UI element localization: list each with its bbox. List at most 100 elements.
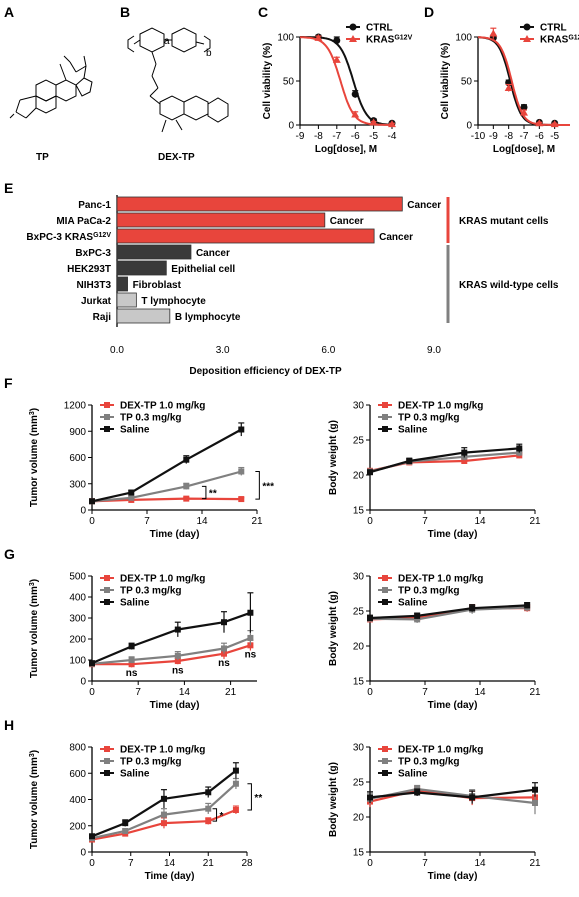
bar-data-label: Cancer [196, 248, 230, 259]
x-tick-label: 3.0 [216, 345, 230, 356]
data-point [333, 37, 341, 45]
x-axis-title: Log[dose], M [315, 144, 377, 155]
legend-marker [349, 23, 357, 31]
x-tick-label: -9 [296, 131, 305, 142]
x-tick-label: -8 [314, 131, 323, 142]
data-point [89, 660, 95, 667]
x-tick-label: 7 [135, 687, 141, 698]
y-tick-label: 15 [353, 506, 365, 517]
ns-annotation: ns [126, 668, 138, 679]
bar [116, 244, 192, 260]
y-tick-label: 20 [353, 813, 365, 824]
data-point [414, 612, 421, 619]
x-tick-label: 21 [529, 687, 541, 698]
data-point [332, 55, 341, 63]
legend-marker [523, 23, 531, 31]
tp-structure-drawing [9, 55, 93, 119]
y-axis-title: Cell viability (%) [262, 43, 273, 120]
panel-label-e: E [4, 180, 13, 196]
x-tick-label: 7 [422, 858, 428, 869]
x-tick-label: -5 [550, 131, 559, 142]
legend-label: Saline [120, 769, 150, 780]
data-point [367, 469, 373, 476]
data-point [183, 456, 190, 463]
data-point [535, 119, 544, 127]
y-tick-label: 30 [353, 572, 365, 583]
panel-f-tumor-volume-chart: 0 300 600 900 1200 0 7 14 21 Time (day) Tumor volu… [29, 401, 275, 541]
panel-e-deposition-bar-chart: Panc-1 Cancer MIA PaCa-2 Cancer BxPC-3 KRASG… [26, 195, 559, 377]
x-tick-label: 14 [179, 687, 191, 698]
data-point [238, 426, 245, 433]
y-tick-label: 600 [69, 453, 86, 464]
x-tick-label: 21 [225, 687, 237, 698]
data-point [160, 811, 167, 818]
data-point [247, 609, 254, 616]
y-tick-label: 100 [455, 33, 472, 44]
x-tick-label: -6 [351, 131, 360, 142]
data-point [461, 458, 468, 464]
y-axis-title: Tumor volume (mm3) [29, 579, 41, 678]
x-tick-label: 14 [474, 858, 486, 869]
data-point [461, 449, 468, 456]
data-point [367, 615, 373, 621]
x-tick-label: 0.0 [110, 345, 124, 356]
significance-bracket [212, 808, 218, 822]
data-point [205, 805, 212, 812]
y-tick-label: 0 [288, 121, 294, 132]
bar [116, 228, 375, 244]
data-point [89, 833, 95, 840]
y-tick-label: 30 [353, 743, 365, 754]
y-tick-label: 300 [69, 614, 86, 625]
legend-marker [382, 575, 388, 581]
legend-marker [104, 414, 110, 420]
y-tick-label: 1200 [64, 401, 87, 412]
data-point [128, 661, 135, 668]
x-tick-label: 14 [474, 687, 486, 698]
panel-d-dose-response-chart: 0 50 100 -10 -9 -8 -7 -6 -5 Log[dose], M Cell viab… [440, 23, 579, 156]
data-point [128, 494, 135, 501]
y-tick-label: 0 [466, 121, 472, 132]
y-tick-label: 0 [80, 848, 86, 859]
panel-g-tumor-volume-chart: 0 100 200 300 400 500 0 7 14 21 Time (day) Tumor vo… [29, 572, 257, 711]
panel-label-h: H [4, 717, 14, 733]
y-axis-title: Body weight (g) [328, 762, 339, 837]
panel-label-d: D [424, 4, 434, 20]
x-tick-label: 21 [203, 858, 215, 869]
data-point [414, 616, 421, 623]
panel-label-f: F [4, 375, 13, 391]
bar-data-label: Fibroblast [133, 280, 182, 291]
legend-label: TP 0.3 mg/kg [120, 413, 182, 424]
x-axis-title: Time (day) [428, 529, 478, 540]
data-point [205, 789, 212, 796]
y-tick-label: 15 [353, 848, 365, 859]
significance-label: * [220, 811, 224, 822]
data-point [221, 645, 227, 652]
x-tick-label: -7 [520, 131, 529, 142]
legend-marker [104, 402, 110, 408]
legend-label: Saline [120, 425, 150, 436]
significance-bracket [255, 471, 260, 500]
subscript-a: a [164, 36, 170, 47]
bar [116, 260, 167, 276]
bar-data-label: T lymphocyte [141, 296, 206, 307]
legend-label: TP 0.3 mg/kg [398, 586, 460, 597]
series-fit-curve [300, 36, 392, 126]
legend-marker [104, 587, 110, 593]
data-point [414, 789, 421, 796]
y-tick-label: 300 [69, 479, 86, 490]
data-point [160, 795, 167, 802]
series-line [91, 428, 242, 503]
legend-label: DEX-TP 1.0 mg/kg [398, 574, 483, 585]
category-label: BxPC-3 [75, 248, 111, 259]
legend-label: TP 0.3 mg/kg [398, 413, 460, 424]
data-point [516, 445, 523, 452]
data-point [504, 84, 513, 92]
x-tick-label: 7 [422, 516, 428, 527]
legend-marker [523, 35, 531, 42]
x-axis-title: Time (day) [428, 871, 478, 882]
y-axis-title: Tumor volume (mm3) [29, 750, 41, 849]
y-tick-label: 400 [69, 593, 86, 604]
group-label: KRAS mutant cells [459, 216, 549, 227]
data-point [388, 120, 396, 128]
legend-label: TP 0.3 mg/kg [120, 757, 182, 768]
